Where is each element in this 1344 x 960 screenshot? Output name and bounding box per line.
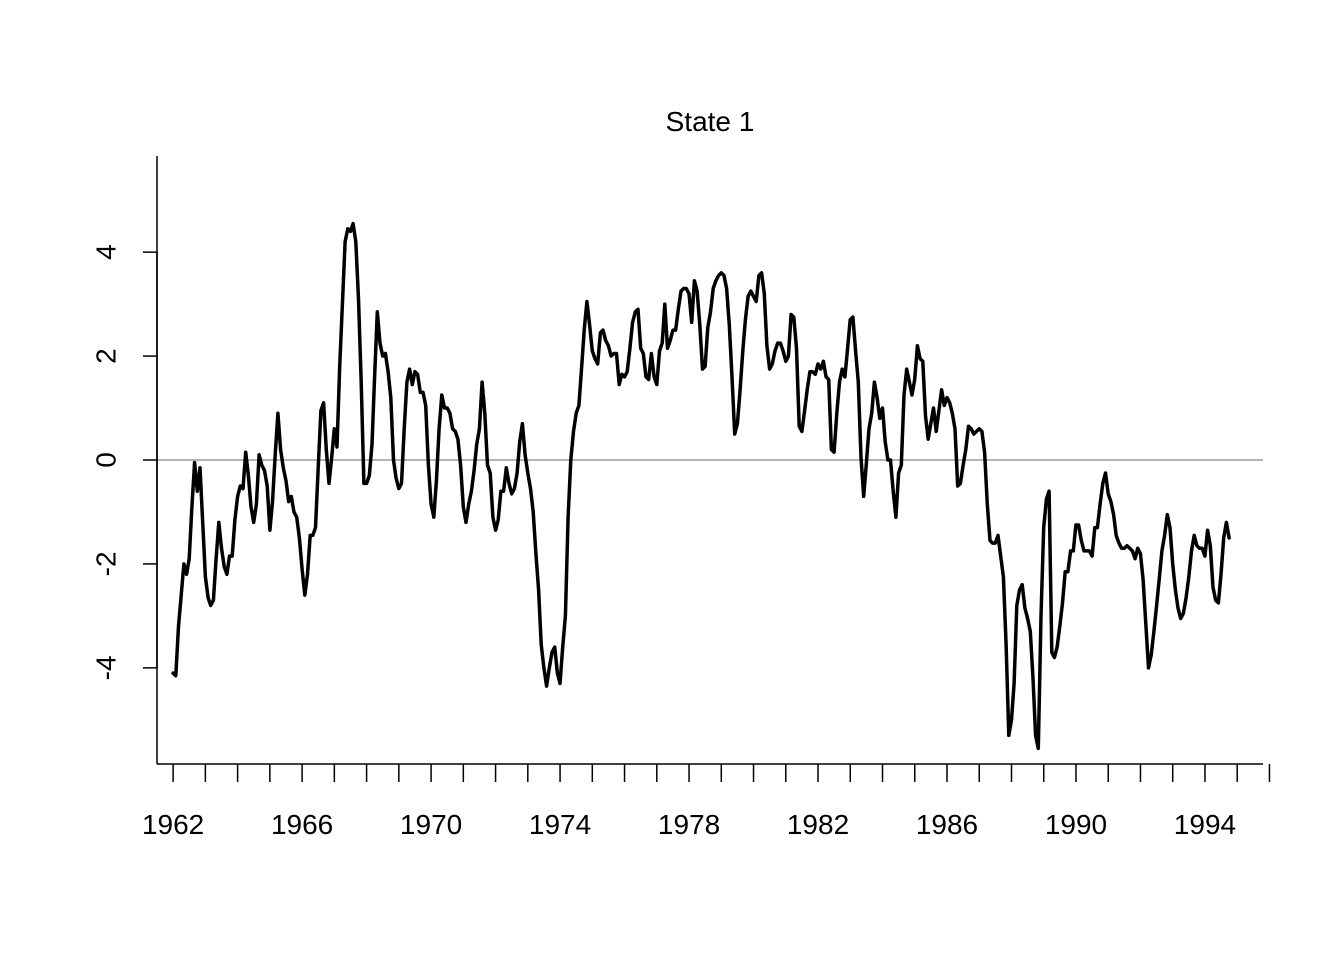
x-tick-label: 1970 bbox=[400, 809, 462, 840]
x-tick-label: 1966 bbox=[271, 809, 333, 840]
y-tick-label: -4 bbox=[90, 655, 121, 680]
series-layer bbox=[171, 221, 1231, 751]
x-tick-label: 1990 bbox=[1045, 809, 1107, 840]
axes-layer: -4 -2 0 2 4 1962 1966 1970 1974 1978 1982 1986 1990 1… bbox=[90, 156, 1271, 840]
x-tick-label: 1986 bbox=[916, 809, 978, 840]
x-tick-label: 1978 bbox=[658, 809, 720, 840]
x-tick-label: 1994 bbox=[1174, 809, 1236, 840]
x-tick-label: 1982 bbox=[787, 809, 849, 840]
y-tick-label: 2 bbox=[90, 348, 121, 364]
x-tick-label: 1962 bbox=[142, 809, 204, 840]
y-tick-label: -2 bbox=[90, 551, 121, 576]
y-tick-label: 4 bbox=[90, 244, 121, 260]
x-tick-label: 1974 bbox=[529, 809, 591, 840]
y-tick-label: 0 bbox=[90, 452, 121, 468]
chart-title: State 1 bbox=[666, 106, 755, 137]
series-line bbox=[171, 221, 1231, 751]
